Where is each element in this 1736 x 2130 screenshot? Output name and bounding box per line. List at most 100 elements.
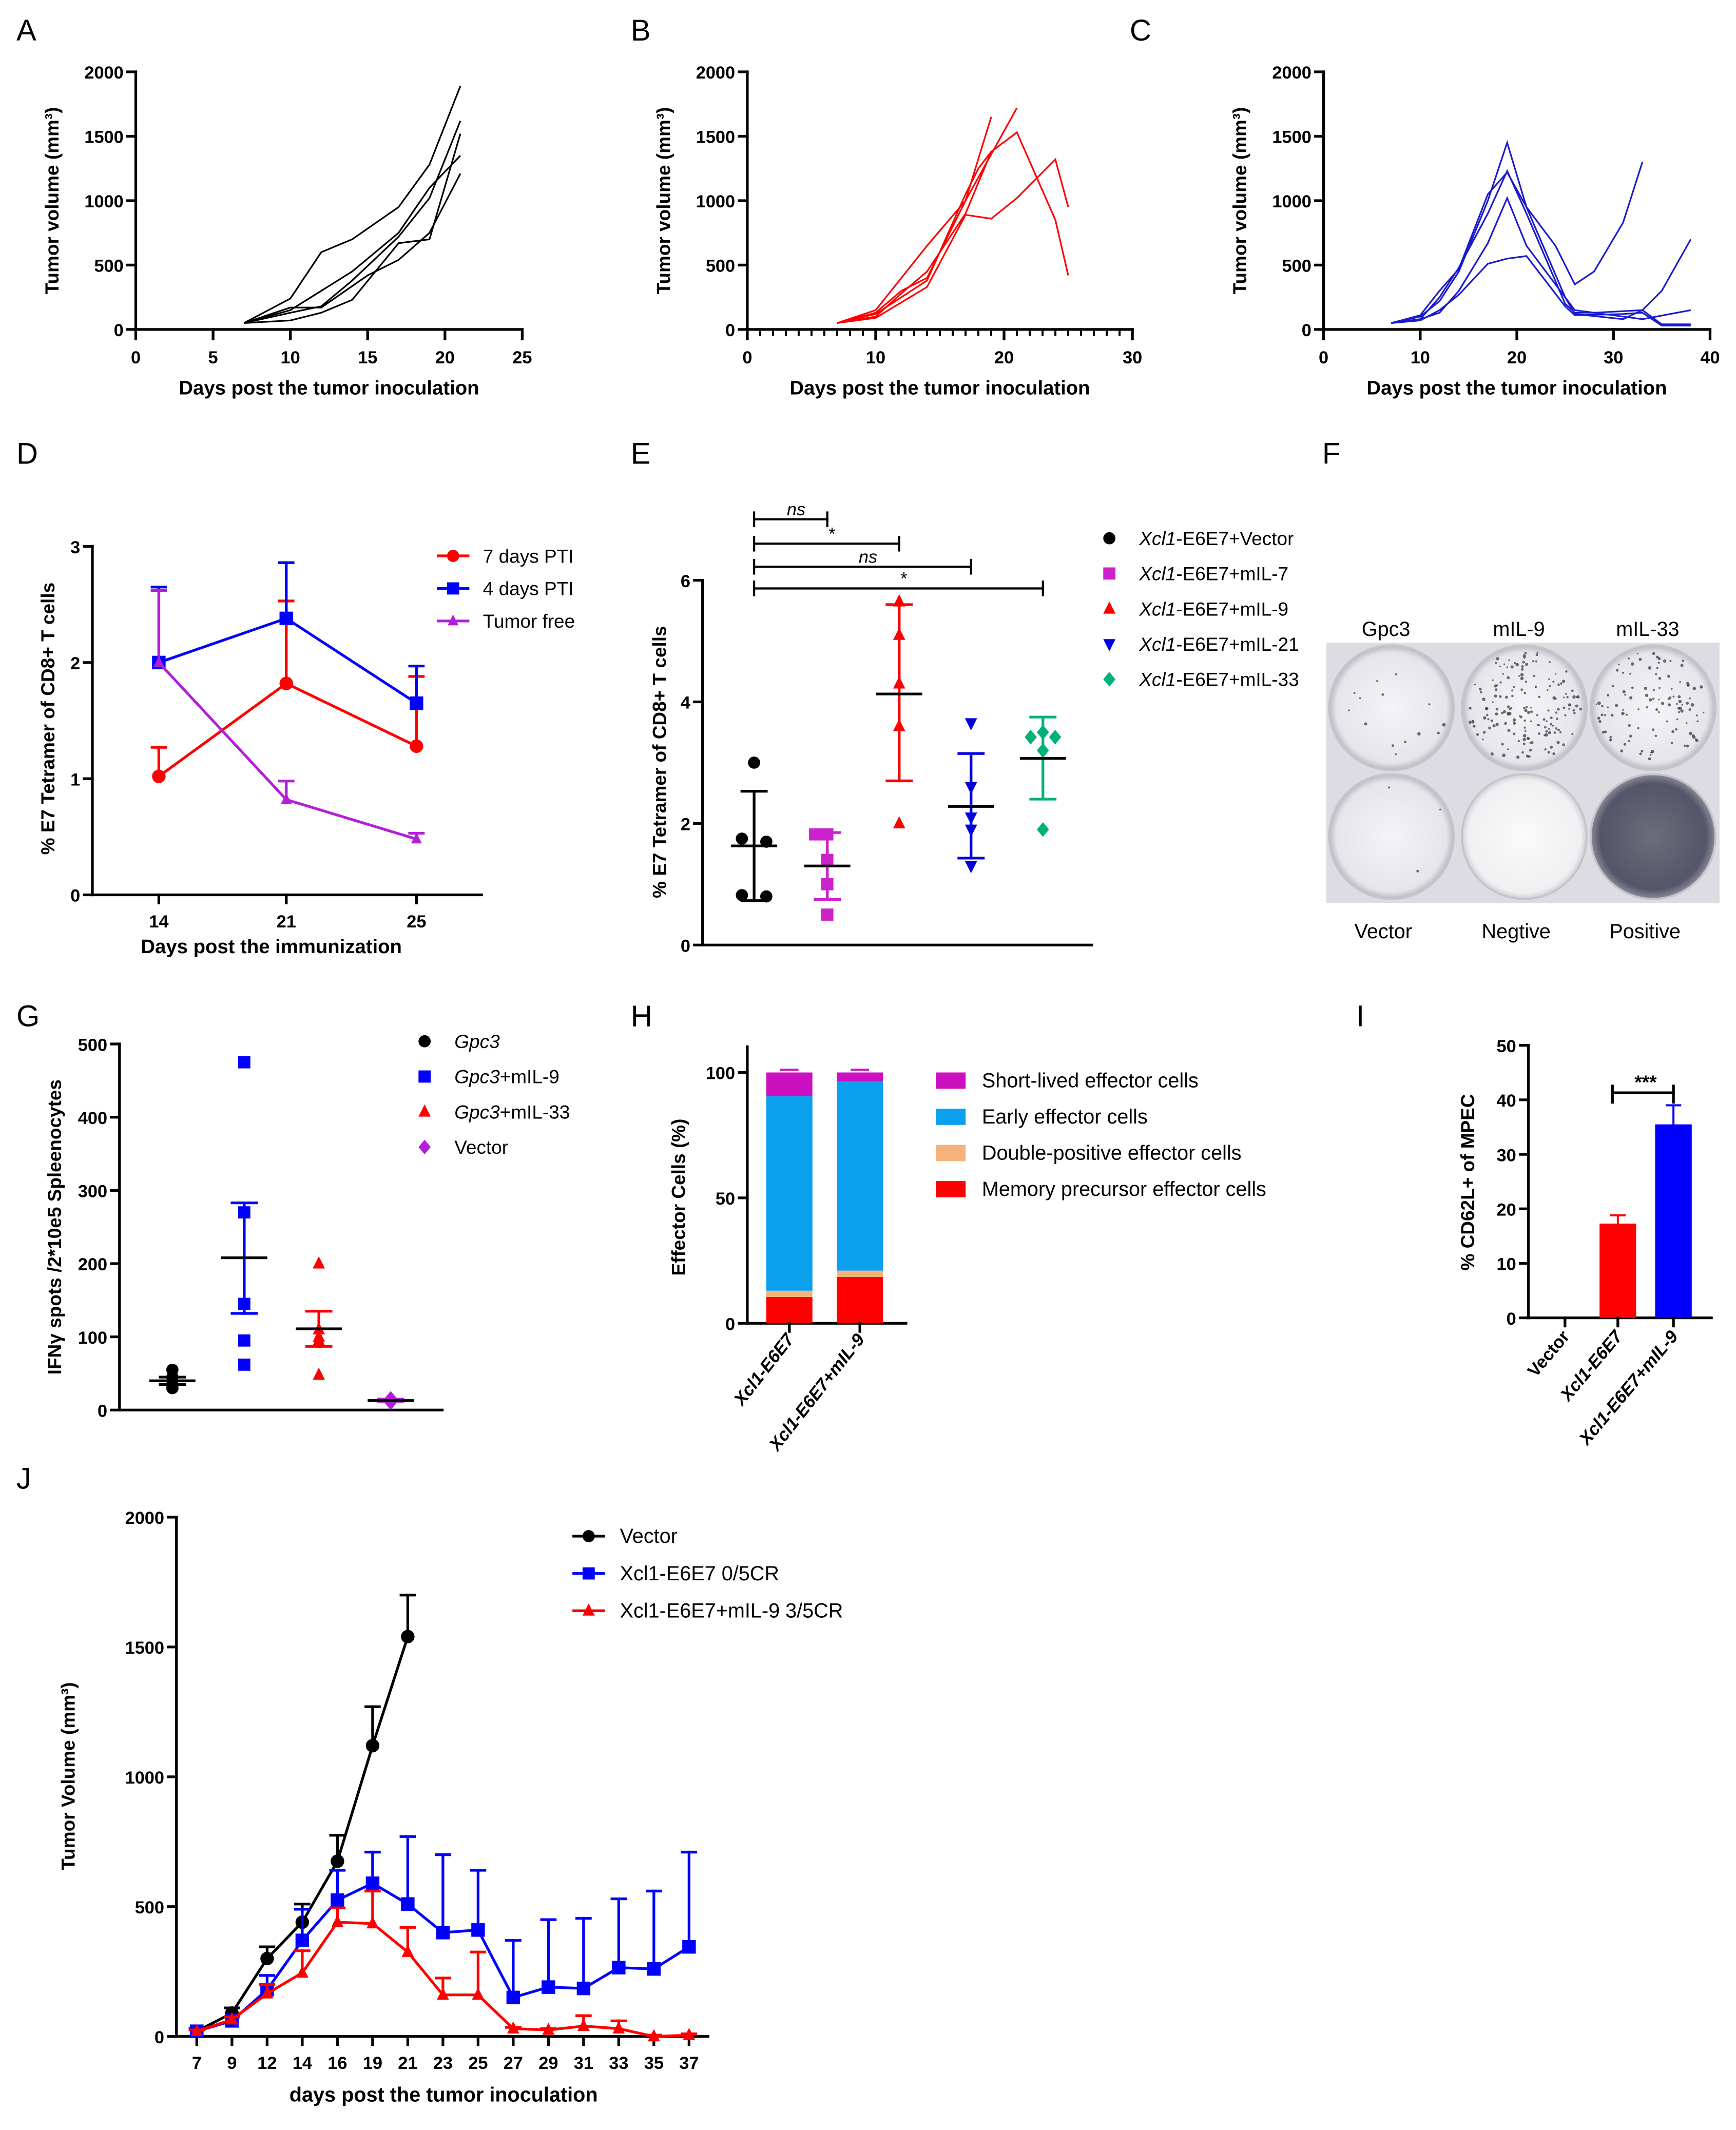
x-tick-label: 15	[358, 348, 377, 367]
elispot-spot	[1499, 695, 1502, 698]
elispot-spot	[1575, 704, 1578, 708]
y-tick-label: 0	[681, 936, 690, 956]
legend-marker	[582, 1530, 595, 1542]
legend-label: Memory precursor effector cells	[982, 1178, 1266, 1200]
elispot-spot	[1527, 711, 1530, 714]
elispot-spot	[1546, 720, 1548, 722]
elispot-spot	[1563, 706, 1566, 709]
elispot-spot	[1688, 708, 1691, 711]
elispot-spot	[1696, 720, 1699, 723]
elispot-spot	[1495, 662, 1497, 664]
elispot-spot	[1639, 752, 1642, 756]
x-tick-label: 0	[1319, 348, 1328, 367]
elispot-spot	[1476, 733, 1479, 736]
elispot-spot	[1524, 730, 1527, 732]
well-label: Gpc3	[1362, 618, 1411, 641]
y-tick-label: 2	[681, 815, 690, 835]
elispot-spot	[1695, 714, 1698, 717]
x-axis-label: days post the tumor inoculation	[290, 2084, 598, 2106]
stacked-bar-segment	[837, 1276, 883, 1324]
legend-label: Vector	[620, 1525, 678, 1547]
elispot-spot	[1677, 711, 1681, 713]
elispot-spot	[1549, 661, 1551, 663]
well-label: Positive	[1609, 920, 1681, 943]
elispot-spot	[1610, 713, 1614, 717]
panel-letter: H	[631, 1000, 652, 1033]
elispot-spot	[1525, 706, 1528, 708]
legend-label-rest: -E6E7+mIL-33	[1176, 669, 1299, 690]
data-point	[436, 1926, 450, 1940]
elispot-spot	[1657, 662, 1660, 664]
series-line	[1391, 140, 1644, 324]
x-tick-label: 37	[679, 2054, 699, 2073]
y-tick-label: 0	[114, 321, 124, 340]
elispot-spot	[1523, 707, 1526, 709]
elispot-spot	[1652, 698, 1655, 700]
elispot-spot	[1557, 708, 1560, 711]
data-point	[1036, 822, 1049, 837]
elispot-spot	[1628, 740, 1630, 742]
y-tick-label: 1500	[1272, 128, 1311, 147]
data-point	[226, 2012, 238, 2025]
y-tick-label: 50	[716, 1189, 735, 1209]
elispot-spot	[1532, 660, 1534, 663]
elispot-spot	[1566, 696, 1569, 699]
elispot-spot	[1516, 756, 1520, 759]
elispot-spot	[1472, 724, 1476, 728]
elispot-spot	[1652, 689, 1655, 691]
elispot-spot	[1403, 740, 1407, 744]
elispot-spot	[1679, 706, 1682, 710]
legend-label-italic: Xcl1	[1139, 528, 1176, 549]
data-point	[893, 816, 905, 828]
elispot-spot	[1630, 662, 1634, 666]
elispot-spot	[1483, 716, 1487, 720]
data-point	[313, 1367, 325, 1380]
x-tick-label: 21	[277, 912, 296, 932]
elispot-spot	[1508, 659, 1510, 662]
stacked-bar-segment	[766, 1072, 813, 1096]
legend-label: Xcl1-E6E7+mIL-21	[1139, 634, 1299, 655]
elispot-spot	[1649, 754, 1652, 756]
elispot-spot	[1573, 711, 1576, 714]
elispot-well	[1590, 773, 1716, 900]
elispot-spot	[1681, 704, 1683, 706]
significance-label: ns	[859, 547, 877, 567]
elispot-spot	[1529, 742, 1531, 744]
elispot-spot	[1658, 699, 1660, 701]
elispot-spot	[1557, 729, 1559, 731]
well-label: Negtive	[1482, 920, 1551, 943]
elispot-spot	[1536, 714, 1538, 717]
elispot-spot	[1654, 734, 1657, 738]
elispot-spot	[1548, 678, 1550, 681]
elispot-spot	[1479, 691, 1482, 693]
elispot-spot	[1648, 757, 1651, 761]
elispot-spot	[1579, 707, 1583, 711]
elispot-spot	[1685, 722, 1688, 724]
data-point	[1049, 729, 1062, 745]
elispot-spot	[1692, 686, 1696, 690]
elispot-spot	[1554, 673, 1557, 675]
x-tick-label: 20	[1507, 348, 1527, 367]
elispot-spot	[1547, 751, 1550, 754]
legend-label: Xcl1-E6E7 0/5CR	[620, 1562, 779, 1585]
y-tick-label: 0	[725, 321, 735, 340]
elispot-spot	[1538, 724, 1540, 726]
y-tick-label: 100	[78, 1328, 107, 1348]
elispot-spot	[1676, 718, 1679, 721]
data-point	[331, 1893, 344, 1907]
elispot-spot	[1388, 786, 1391, 789]
x-tick-label: 20	[435, 348, 455, 367]
legend-label-italic: Xcl1	[1139, 634, 1176, 655]
x-tick-label: 30	[1123, 348, 1142, 367]
elispot-spot	[1534, 685, 1537, 688]
series-line	[837, 158, 1069, 324]
elispot-spot	[1686, 744, 1689, 748]
elispot-spot	[1670, 742, 1673, 744]
elispot-spot	[1552, 696, 1556, 700]
elispot-spot	[1537, 732, 1540, 735]
data-point	[296, 1965, 308, 1978]
elispot-spot	[1572, 709, 1575, 712]
data-point	[238, 1056, 250, 1069]
data-point	[647, 1962, 661, 1976]
data-point	[821, 908, 834, 921]
